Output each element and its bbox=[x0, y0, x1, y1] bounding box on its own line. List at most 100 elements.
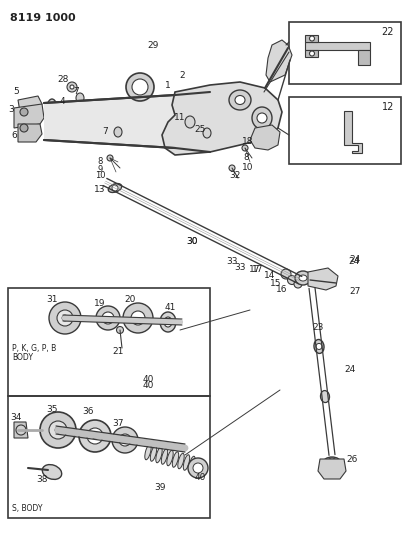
Circle shape bbox=[70, 85, 74, 89]
Ellipse shape bbox=[155, 447, 162, 463]
Text: 3: 3 bbox=[8, 104, 14, 114]
Text: 40: 40 bbox=[142, 381, 153, 390]
Ellipse shape bbox=[132, 79, 148, 95]
Circle shape bbox=[193, 463, 202, 473]
Polygon shape bbox=[14, 422, 28, 438]
Text: 6: 6 bbox=[11, 132, 17, 141]
Text: 7: 7 bbox=[102, 127, 108, 136]
Circle shape bbox=[20, 108, 28, 116]
Polygon shape bbox=[304, 50, 317, 57]
Ellipse shape bbox=[114, 127, 122, 137]
Circle shape bbox=[107, 155, 113, 161]
Text: 28: 28 bbox=[57, 76, 69, 85]
Bar bbox=[288, 97, 400, 164]
Ellipse shape bbox=[322, 457, 340, 469]
Ellipse shape bbox=[45, 99, 59, 137]
Text: 15: 15 bbox=[270, 279, 281, 287]
Polygon shape bbox=[304, 35, 317, 42]
Text: 40: 40 bbox=[194, 473, 205, 482]
Text: 36: 36 bbox=[82, 408, 94, 416]
Text: 4: 4 bbox=[59, 98, 65, 107]
Text: 20: 20 bbox=[124, 295, 135, 304]
Circle shape bbox=[40, 412, 76, 448]
Text: S, BODY: S, BODY bbox=[12, 504, 43, 513]
Text: 33: 33 bbox=[234, 263, 245, 272]
Text: 39: 39 bbox=[154, 483, 165, 492]
Text: 7: 7 bbox=[73, 87, 79, 96]
Text: 26: 26 bbox=[346, 456, 357, 464]
Text: 5: 5 bbox=[13, 87, 19, 96]
Polygon shape bbox=[14, 104, 44, 128]
Text: 32: 32 bbox=[229, 171, 240, 180]
Ellipse shape bbox=[294, 271, 310, 285]
Text: 19: 19 bbox=[94, 300, 106, 309]
Text: 13: 13 bbox=[94, 185, 106, 195]
Ellipse shape bbox=[252, 107, 271, 129]
Circle shape bbox=[62, 315, 68, 321]
Text: 30: 30 bbox=[186, 238, 197, 246]
Text: 31: 31 bbox=[46, 295, 58, 304]
Circle shape bbox=[67, 82, 77, 92]
Ellipse shape bbox=[108, 183, 121, 192]
Bar bbox=[8, 288, 209, 396]
Polygon shape bbox=[304, 42, 369, 50]
Circle shape bbox=[293, 280, 301, 288]
Circle shape bbox=[102, 312, 114, 324]
Text: 30: 30 bbox=[186, 238, 197, 246]
Text: 38: 38 bbox=[36, 475, 47, 484]
Ellipse shape bbox=[160, 312, 175, 332]
Ellipse shape bbox=[298, 275, 306, 281]
Text: 17: 17 bbox=[252, 265, 263, 274]
Ellipse shape bbox=[150, 446, 156, 461]
Text: P, K, G, P, B: P, K, G, P, B bbox=[12, 343, 56, 352]
Bar bbox=[8, 396, 209, 518]
Polygon shape bbox=[162, 82, 281, 155]
Ellipse shape bbox=[184, 116, 195, 128]
Ellipse shape bbox=[189, 456, 195, 472]
Ellipse shape bbox=[164, 317, 172, 327]
Text: BODY: BODY bbox=[12, 353, 33, 362]
Ellipse shape bbox=[202, 128, 211, 138]
Circle shape bbox=[123, 303, 153, 333]
Text: 22: 22 bbox=[380, 27, 393, 37]
Circle shape bbox=[131, 311, 145, 325]
Text: 12: 12 bbox=[381, 102, 393, 112]
Ellipse shape bbox=[178, 453, 184, 469]
Ellipse shape bbox=[320, 391, 329, 402]
Circle shape bbox=[309, 36, 314, 41]
Circle shape bbox=[57, 310, 73, 326]
Ellipse shape bbox=[49, 109, 55, 127]
Circle shape bbox=[241, 145, 247, 151]
Polygon shape bbox=[307, 268, 337, 290]
Polygon shape bbox=[357, 50, 369, 65]
Circle shape bbox=[309, 51, 314, 56]
Circle shape bbox=[119, 434, 131, 446]
Circle shape bbox=[112, 427, 138, 453]
Text: 8119 1000: 8119 1000 bbox=[10, 13, 75, 23]
Text: 18: 18 bbox=[242, 138, 253, 147]
Text: 21: 21 bbox=[112, 348, 124, 357]
Text: 17: 17 bbox=[249, 265, 260, 274]
Text: 24: 24 bbox=[348, 255, 360, 264]
Polygon shape bbox=[343, 111, 361, 153]
Circle shape bbox=[315, 343, 321, 350]
Ellipse shape bbox=[42, 465, 61, 479]
Text: 11: 11 bbox=[174, 114, 185, 123]
Bar bbox=[288, 22, 400, 84]
Ellipse shape bbox=[144, 444, 151, 460]
Text: 16: 16 bbox=[276, 286, 287, 295]
Text: 24: 24 bbox=[344, 366, 355, 375]
Text: 8: 8 bbox=[243, 154, 248, 163]
Text: 33: 33 bbox=[226, 257, 237, 266]
Ellipse shape bbox=[172, 452, 178, 467]
Polygon shape bbox=[317, 459, 345, 479]
Text: 10: 10 bbox=[94, 172, 105, 181]
Text: 29: 29 bbox=[147, 41, 158, 50]
Text: 1: 1 bbox=[165, 80, 171, 90]
Circle shape bbox=[188, 458, 207, 478]
Circle shape bbox=[96, 306, 120, 330]
Text: 2: 2 bbox=[179, 70, 184, 79]
Text: 25: 25 bbox=[194, 125, 205, 134]
Circle shape bbox=[112, 185, 118, 191]
Text: 14: 14 bbox=[264, 271, 275, 280]
